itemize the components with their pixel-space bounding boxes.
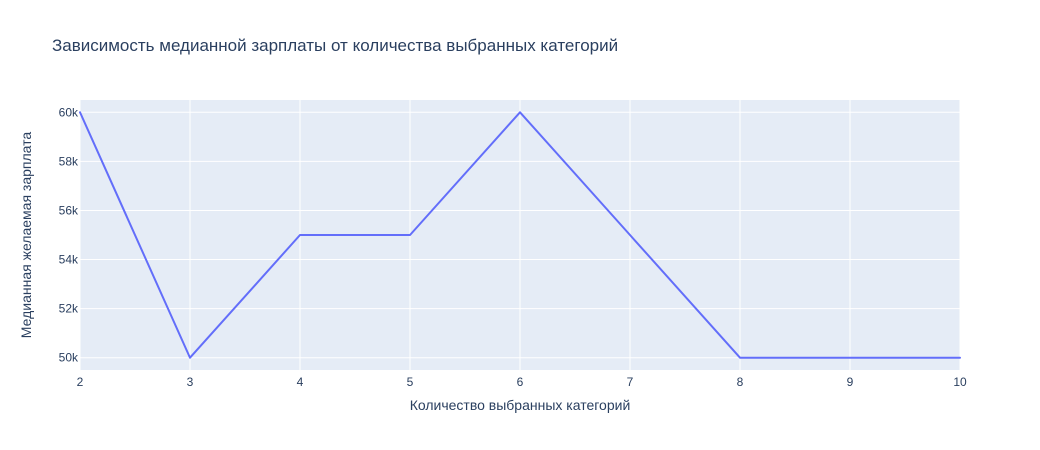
- x-tick-label: 4: [297, 375, 304, 389]
- y-tick-label: 56k: [59, 203, 79, 217]
- y-tick-label: 54k: [59, 253, 79, 267]
- y-tick-label: 50k: [59, 351, 79, 365]
- y-axis-title: Медианная желаемая зарплата: [18, 132, 34, 339]
- chart-title: Зависимость медианной зарплаты от количе…: [52, 36, 618, 55]
- series-line: [79, 111, 961, 359]
- x-tick-label: 5: [407, 375, 414, 389]
- y-tick-label: 58k: [59, 154, 79, 168]
- series-layer: [79, 111, 961, 359]
- x-tick-labels: 2 3 4 5 6 7 8 9 10: [77, 375, 967, 389]
- x-axis-title: Количество выбранных категорий: [410, 397, 631, 413]
- x-tick-label: 8: [737, 375, 744, 389]
- x-tick-label: 9: [847, 375, 854, 389]
- x-tick-label: 10: [953, 375, 967, 389]
- y-tick-label: 60k: [59, 105, 79, 119]
- y-tick-label: 52k: [59, 302, 79, 316]
- x-tick-label: 3: [187, 375, 194, 389]
- x-tick-label: 2: [77, 375, 84, 389]
- y-tick-labels: 50k 52k 54k 56k 58k 60k: [59, 105, 79, 364]
- x-tick-label: 7: [627, 375, 634, 389]
- x-tick-label: 6: [517, 375, 524, 389]
